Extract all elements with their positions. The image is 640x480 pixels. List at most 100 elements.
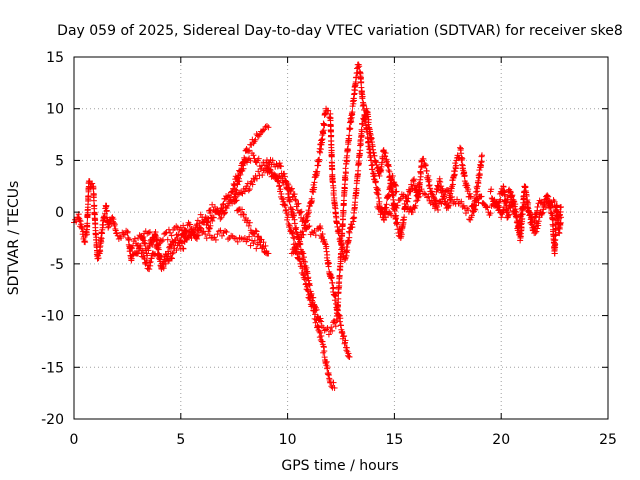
sample-mark [324,251,331,258]
sample-mark [317,149,324,156]
sample-mark [318,318,325,325]
sample-mark [451,168,458,175]
sample-mark [358,128,365,135]
sample-mark [535,218,542,225]
sample-mark [281,170,288,177]
sample-mark [509,192,516,199]
sample-mark [260,127,267,134]
sample-mark [459,155,466,162]
sample-mark [136,243,143,250]
data-point [252,172,259,179]
sample-mark [328,324,335,331]
sample-mark [296,241,303,248]
sample-mark [393,182,400,189]
sample-mark [343,244,350,251]
sample-mark [224,202,231,209]
sample-mark [488,186,495,193]
sample-mark [135,250,142,257]
sample-mark [386,168,393,175]
sample-mark [259,244,266,251]
sample-mark [310,189,317,196]
sample-mark [317,141,324,148]
sample-mark [282,202,289,209]
sample-mark [246,147,253,154]
sample-mark [310,294,317,301]
data-point [188,235,195,241]
sample-mark [317,225,324,232]
sample-mark [428,197,435,204]
sample-mark [345,228,352,235]
sample-mark [449,193,456,200]
sample-mark [197,211,204,218]
sample-mark [330,187,337,194]
sample-mark [240,165,247,172]
data-point [241,188,248,195]
sample-mark [146,243,153,250]
sample-mark [351,215,358,222]
sample-mark [168,244,175,251]
data-point [145,229,152,236]
sample-mark [464,182,471,189]
x-tick-label: 10 [279,432,297,448]
sample-mark [89,180,96,187]
sample-mark [296,255,303,262]
sample-mark [306,282,313,289]
sample-mark [165,250,172,257]
sample-mark [465,186,472,193]
sample-mark [385,163,392,170]
sample-mark [182,227,189,234]
sample-mark [277,186,284,193]
sample-mark [445,188,452,195]
sample-mark [458,198,465,205]
sample-mark [475,199,482,206]
sample-mark [461,172,468,179]
sample-mark [299,228,306,235]
sample-mark [203,235,210,242]
y-tick-label: 5 [55,153,64,169]
sample-mark [359,120,366,127]
sample-mark [388,212,395,219]
sample-mark [444,187,451,194]
sample-mark [243,183,250,190]
sample-mark [139,236,146,243]
sample-mark [465,207,472,214]
sample-mark [425,172,432,179]
sample-mark [255,155,262,162]
data-point [250,152,257,159]
y-tick-label: 15 [46,50,64,66]
sample-mark [336,227,343,234]
sample-mark [212,236,219,243]
sample-mark [531,217,538,224]
sample-mark [319,231,326,238]
sample-mark [438,200,445,207]
sample-mark [244,236,251,243]
sample-mark [300,231,307,238]
sample-mark [422,162,429,169]
sample-mark [321,348,328,355]
sample-mark [255,233,262,240]
sample-mark [180,222,187,229]
sample-mark [533,228,540,235]
sample-mark [398,231,405,238]
sample-mark [300,250,307,257]
sample-mark [284,186,291,193]
sample-mark [448,196,455,203]
sample-mark [433,202,440,209]
sample-mark [315,162,322,169]
sample-mark [434,206,441,213]
sample-mark [126,236,133,243]
sample-mark [244,159,251,166]
sample-mark [158,252,165,259]
sample-mark [483,203,490,210]
sample-mark [309,197,316,204]
y-tick-label: -5 [50,257,64,273]
sample-mark [311,179,318,186]
sample-mark [158,238,165,245]
sample-mark [230,180,237,187]
sample-mark [245,222,252,229]
y-tick-label: 0 [55,205,64,221]
sample-mark [251,237,258,244]
sample-mark [449,181,456,188]
sample-mark [519,211,526,218]
sample-mark [328,274,335,281]
